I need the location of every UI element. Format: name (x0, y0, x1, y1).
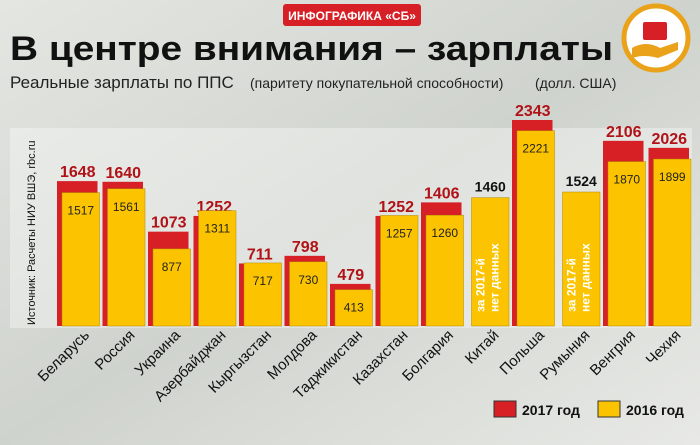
bar (152, 248, 191, 327)
bar (380, 215, 419, 327)
value-label: 1406 (424, 185, 460, 202)
legend-label: 2017 год (522, 402, 580, 418)
bar (607, 161, 646, 327)
legend-label: 2016 год (626, 402, 684, 418)
value-label: 1517 (67, 204, 94, 218)
bar (516, 130, 555, 327)
bar (198, 210, 237, 327)
value-label: 1524 (566, 173, 597, 189)
value-label: 1260 (431, 226, 458, 240)
bar (471, 197, 510, 327)
value-label: 1252 (378, 199, 414, 216)
no-data-note: нет данных (578, 243, 592, 312)
bar (334, 289, 373, 327)
value-label: 479 (337, 267, 364, 284)
value-label: 1870 (613, 173, 640, 187)
chart-title: В центре внимания – зарплаты (10, 30, 613, 68)
bar (425, 214, 464, 327)
subtitle-note: (паритету покупательной способности) (250, 75, 503, 91)
value-label: 2106 (606, 124, 642, 141)
source: Источник: Расчеты НИУ ВШЭ, rbc.ru (26, 141, 38, 325)
value-label: 1073 (151, 215, 187, 232)
value-label: 2343 (515, 103, 551, 120)
bar (289, 261, 328, 327)
value-label: 1648 (60, 164, 96, 181)
value-label: 730 (298, 273, 318, 287)
no-data-note: за 2017-й (564, 258, 578, 312)
legend-swatch (493, 400, 517, 418)
value-label: 1899 (659, 170, 686, 184)
badge: ИНФОГРАФИКА «СБ» (288, 9, 416, 23)
bar (61, 192, 100, 327)
value-label: 1561 (113, 200, 140, 214)
value-label: 1257 (386, 226, 413, 240)
bar (653, 158, 692, 327)
logo (621, 3, 691, 73)
subtitle: Реальные зарплаты по ППС (10, 73, 234, 92)
legend-swatch (597, 400, 621, 418)
value-label: 1460 (475, 179, 506, 195)
badge-box (283, 4, 421, 26)
value-label: 2026 (651, 131, 687, 148)
bar (107, 188, 146, 327)
value-label: 1640 (105, 165, 141, 182)
value-label: 717 (253, 274, 273, 288)
no-data-note: за 2017-й (473, 258, 487, 312)
value-label: 413 (344, 301, 364, 315)
value-label: 711 (247, 246, 273, 263)
bar (243, 262, 282, 327)
value-label: 798 (292, 239, 319, 256)
bar (562, 191, 601, 327)
no-data-note: нет данных (487, 243, 501, 312)
value-label: 877 (162, 260, 182, 274)
unit: (долл. США) (535, 75, 616, 91)
value-label: 2221 (522, 142, 549, 156)
value-label: 1311 (204, 222, 230, 236)
